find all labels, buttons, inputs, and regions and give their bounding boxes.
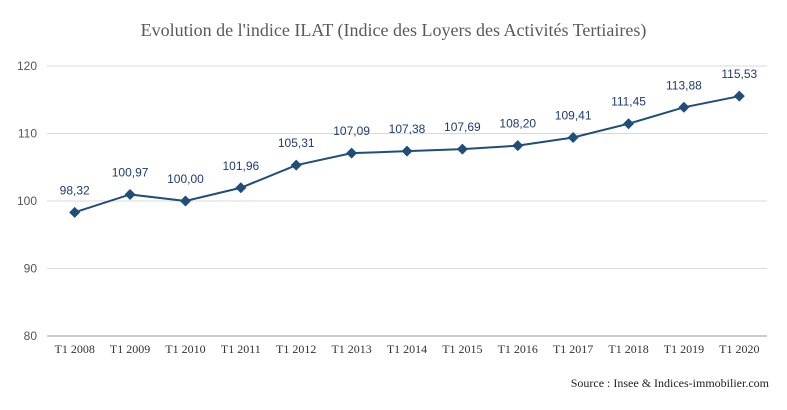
x-tick-label: T1 2012 xyxy=(276,342,316,356)
data-point xyxy=(124,188,136,200)
x-tick-label: T1 2018 xyxy=(608,342,648,356)
data-label: 107,09 xyxy=(333,124,370,138)
data-point xyxy=(235,182,247,194)
data-label: 113,88 xyxy=(666,78,702,92)
data-label: 100,97 xyxy=(112,165,149,179)
data-point xyxy=(678,101,690,113)
x-tick-label: T1 2020 xyxy=(719,342,759,356)
data-point xyxy=(290,159,302,171)
data-point xyxy=(456,143,468,155)
y-tick-label: 120 xyxy=(17,59,37,73)
data-point xyxy=(567,131,579,143)
x-tick-label: T1 2010 xyxy=(165,342,205,356)
data-point xyxy=(346,147,358,159)
source-note: Source : Insee & Indices-immobilier.com xyxy=(570,376,769,390)
data-label: 109,41 xyxy=(555,108,592,122)
data-label: 115,53 xyxy=(721,67,757,81)
y-tick-label: 110 xyxy=(18,127,37,141)
x-tick-label: T1 2014 xyxy=(387,342,427,356)
x-tick-label: T1 2016 xyxy=(498,342,538,356)
x-tick-label: T1 2009 xyxy=(110,342,150,356)
data-point xyxy=(69,206,81,218)
x-tick-label: T1 2011 xyxy=(221,342,261,356)
data-label: 111,45 xyxy=(611,95,646,109)
data-point xyxy=(623,118,635,130)
data-label: 101,96 xyxy=(222,159,259,173)
data-label: 98,32 xyxy=(60,183,90,197)
data-point xyxy=(733,90,745,102)
x-tick-label: T1 2019 xyxy=(664,342,704,356)
y-tick-label: 80 xyxy=(24,329,38,343)
data-point xyxy=(512,140,524,152)
x-tick-label: T1 2017 xyxy=(553,342,593,356)
y-tick-label: 100 xyxy=(17,194,37,208)
data-label: 107,69 xyxy=(444,120,481,134)
data-label: 107,38 xyxy=(389,122,426,136)
chart-title: Evolution de l'indice ILAT (Indice des L… xyxy=(140,20,647,40)
data-point xyxy=(401,145,413,157)
data-label: 100,00 xyxy=(167,172,204,186)
x-tick-label: T1 2013 xyxy=(331,342,371,356)
y-tick-label: 90 xyxy=(24,262,38,276)
x-tick-label: T1 2008 xyxy=(55,342,95,356)
data-point xyxy=(179,195,191,207)
data-label: 105,31 xyxy=(278,136,315,150)
x-tick-label: T1 2015 xyxy=(442,342,482,356)
data-label: 108,20 xyxy=(499,117,536,131)
